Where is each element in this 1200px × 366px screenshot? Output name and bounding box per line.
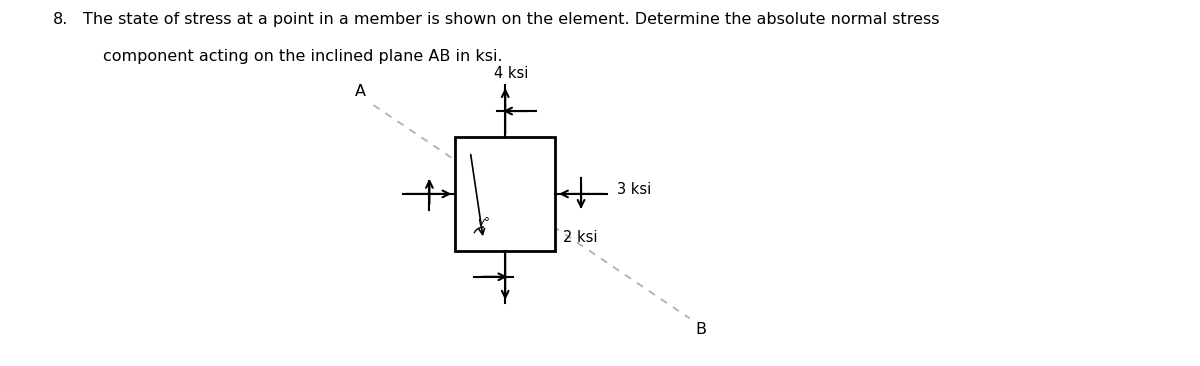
Text: The state of stress at a point in a member is shown on the element. Determine th: The state of stress at a point in a memb… — [83, 12, 940, 27]
Text: v°: v° — [478, 216, 490, 229]
Bar — [455, 137, 556, 251]
Text: component acting on the inclined plane AB in ksi.: component acting on the inclined plane A… — [103, 49, 503, 64]
Text: B: B — [696, 322, 707, 337]
Text: 4 ksi: 4 ksi — [494, 66, 528, 81]
Text: 8.: 8. — [53, 12, 68, 27]
Text: A: A — [354, 84, 366, 99]
Text: 2 ksi: 2 ksi — [563, 230, 598, 245]
Text: 3 ksi: 3 ksi — [617, 182, 652, 197]
